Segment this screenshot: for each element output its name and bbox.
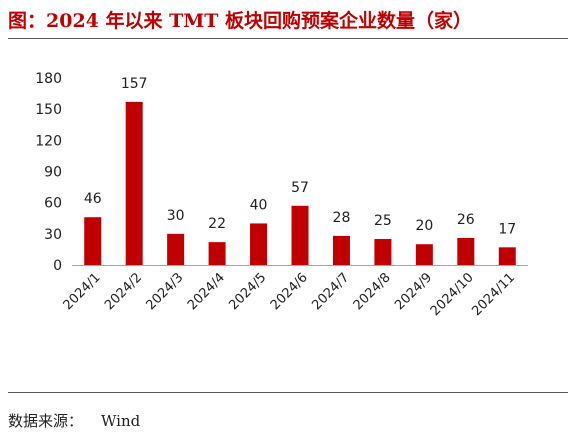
- x-tick-label: 2024/11: [469, 270, 518, 319]
- y-tick-label: 120: [35, 133, 62, 149]
- x-tick-label: 2024/8: [351, 270, 394, 313]
- data-label: 46: [84, 191, 102, 207]
- y-tick-label: 30: [44, 227, 62, 243]
- x-tick-label: 2024/2: [102, 270, 145, 313]
- data-label: 26: [457, 212, 475, 228]
- bar-2024-4: [208, 242, 226, 265]
- data-label: 157: [121, 76, 148, 92]
- y-tick-label: 90: [44, 165, 62, 181]
- source-label: 数据来源：: [8, 412, 84, 430]
- bar-2024-10: [457, 237, 475, 265]
- bar-2024-1: [84, 217, 102, 265]
- x-tick-label: 2024/7: [309, 270, 352, 313]
- y-tick-label: 180: [35, 71, 62, 87]
- data-label: 57: [291, 180, 309, 196]
- data-label: 25: [374, 213, 392, 229]
- x-tick-label: 2024/6: [268, 270, 311, 313]
- data-label: 22: [208, 216, 226, 232]
- data-label: 20: [415, 218, 433, 234]
- data-label: 28: [333, 210, 351, 226]
- bar-2024-11: [498, 247, 516, 265]
- x-tick-label: 2024/3: [144, 270, 187, 313]
- x-tick-label: 2024/1: [61, 270, 104, 313]
- bar-2024-8: [374, 239, 392, 265]
- y-tick-label: 150: [35, 102, 62, 118]
- title-divider: [8, 38, 568, 39]
- data-label: 30: [167, 208, 185, 224]
- source-value: Wind: [101, 412, 141, 430]
- y-tick-label: 60: [44, 196, 62, 212]
- bar-2024-5: [250, 223, 268, 265]
- data-label: 17: [498, 221, 516, 237]
- bar-2024-3: [167, 233, 185, 265]
- footer-divider: [8, 392, 568, 393]
- x-tick-label: 2024/5: [226, 270, 269, 313]
- source-note: 数据来源： Wind: [8, 410, 140, 431]
- x-tick-label: 2024/10: [428, 270, 477, 319]
- bar-2024-2: [125, 101, 143, 266]
- x-tick-label: 2024/4: [185, 270, 228, 313]
- bar-2024-6: [291, 205, 309, 265]
- y-tick-label: 0: [53, 258, 62, 274]
- bar-2024-9: [415, 244, 433, 265]
- bar-chart: 0306090120150180462024/11572024/2302024/…: [35, 71, 528, 319]
- bar-2024-7: [332, 235, 350, 265]
- data-label: 40: [250, 197, 268, 213]
- chart-title: 图：2024 年以来 TMT 板块回购预案企业数量（家）: [8, 10, 473, 32]
